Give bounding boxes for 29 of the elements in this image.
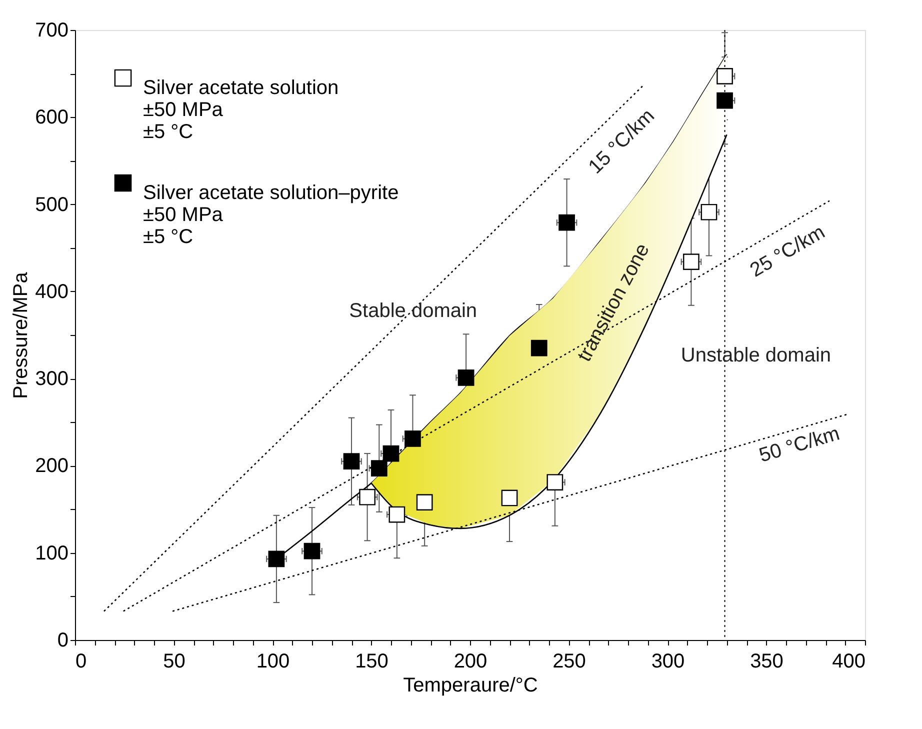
annotation: ±5 °C [143,121,194,143]
annotation: 25 °C/km [746,221,829,282]
x-tick-label: 300 [651,650,685,672]
x-tick-label: 0 [76,650,87,672]
annotation: ±5 °C [143,226,194,248]
legend-label: Silver acetate solution–pyrite [143,182,399,204]
y-tick-label: 100 [35,542,68,564]
y-tick-label: 400 [35,280,68,303]
y-tick-label: 200 [35,455,68,478]
y-axis-title: Pressure/MPa [10,271,32,399]
y-tick-label: 0 [57,630,68,652]
x-tick-label: 100 [256,650,290,672]
x-axis-title: Temperaure/°C [403,674,538,696]
x-tick-label: 250 [552,650,586,672]
y-tick-label: 700 [35,20,68,42]
annotation: ±50 MPa [143,99,224,121]
x-tick-label: 50 [163,650,186,672]
y-tick-label: 500 [35,194,68,216]
annotation: Unstable domain [680,344,832,367]
annotation: ±50 MPa [143,204,224,226]
annotation: Stable domain [349,300,478,322]
y-tick-label: 600 [35,106,68,129]
x-tick-label: 200 [454,650,488,672]
x-tick-label: 150 [355,650,388,672]
annotation: 50 °C/km [756,422,842,467]
x-tick-label: 350 [750,650,784,672]
x-tick-label: 400 [832,650,866,672]
y-tick-label: 300 [35,368,68,390]
legend-label: Silver acetate solution [143,77,339,99]
